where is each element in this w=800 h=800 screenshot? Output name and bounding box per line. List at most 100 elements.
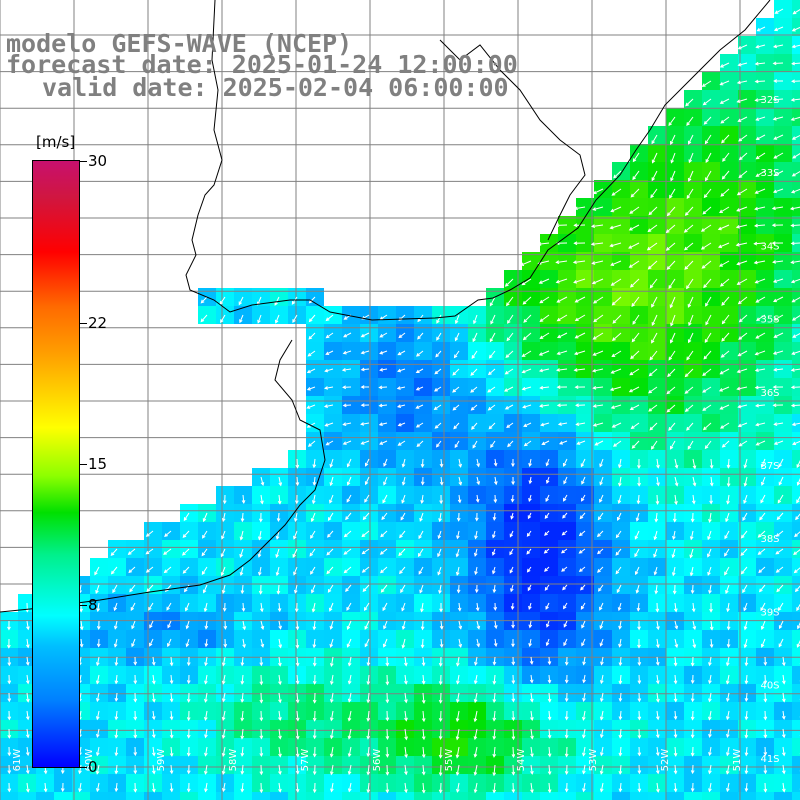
wind-arrow — [719, 386, 730, 392]
wind-arrow — [474, 764, 478, 775]
wind-arrow — [493, 710, 496, 721]
wind-arrow — [666, 242, 676, 251]
wind-arrow-head — [725, 770, 730, 775]
wind-arrow-head — [521, 369, 526, 374]
wind-arrow — [170, 674, 173, 684]
wind-arrow-head — [401, 463, 406, 468]
wind-arrow — [504, 386, 514, 392]
wind-arrow-head — [503, 388, 508, 392]
wind-arrow-head — [325, 351, 330, 355]
wind-arrow-head — [421, 680, 426, 685]
wind-arrow-head — [617, 464, 622, 469]
wind-arrow — [718, 242, 730, 248]
wind-arrow-head — [778, 643, 783, 648]
wind-arrow-head — [763, 734, 768, 739]
wind-arrow — [79, 782, 82, 792]
wind-arrow-head — [796, 481, 800, 486]
wind-arrow — [738, 422, 748, 427]
wind-arrow-head — [665, 247, 670, 251]
wind-arrow — [416, 350, 424, 357]
wind-arrow-head — [492, 680, 497, 685]
wind-arrow — [755, 62, 766, 65]
wind-arrow-head — [778, 463, 782, 468]
wind-arrow-head — [258, 518, 263, 523]
wind-arrow-head — [306, 405, 311, 409]
wind-arrow-head — [581, 642, 585, 647]
wind-arrow — [401, 494, 406, 503]
wind-arrow-head — [7, 734, 12, 739]
wind-arrow-head — [258, 571, 262, 576]
wind-arrow-head — [618, 698, 623, 703]
wind-arrow — [649, 368, 658, 377]
wind-arrow — [709, 746, 712, 756]
wind-arrow-head — [755, 44, 760, 49]
longitude-label: 53W — [588, 749, 599, 772]
wind-arrow-head — [474, 571, 478, 576]
wind-arrow-head — [25, 752, 30, 757]
wind-arrow — [111, 566, 118, 575]
wind-arrow-head — [637, 698, 642, 703]
wind-arrow — [238, 296, 244, 305]
wind-arrow-head — [719, 370, 724, 375]
wind-arrow — [654, 566, 658, 575]
wind-arrow-head — [563, 605, 567, 610]
wind-arrow — [170, 746, 173, 757]
wind-arrow — [383, 458, 388, 467]
wind-arrow — [347, 620, 352, 630]
wind-arrow — [756, 116, 766, 121]
wind-arrow-head — [736, 208, 741, 212]
wind-arrow-head — [383, 625, 387, 630]
wind-arrow — [562, 512, 568, 519]
wind-cell — [432, 792, 450, 800]
wind-arrow-head — [95, 589, 99, 595]
wind-arrow — [692, 638, 696, 648]
wind-arrow — [776, 566, 784, 573]
wind-arrow-head — [133, 752, 138, 757]
wind-arrow-head — [719, 100, 724, 104]
wind-arrow-head — [79, 643, 84, 648]
wind-arrow — [439, 512, 442, 522]
wind-arrow — [493, 764, 496, 776]
wind-arrow-head — [133, 788, 138, 793]
wind-arrow — [523, 422, 532, 427]
longitude-label: 55W — [444, 749, 455, 772]
wind-arrow — [656, 746, 659, 756]
wind-arrow — [383, 476, 388, 485]
wind-cell — [792, 36, 800, 54]
wind-arrow-head — [511, 789, 516, 794]
wind-arrow-head — [793, 569, 798, 574]
wind-arrow-head — [757, 551, 762, 555]
wind-arrow — [509, 548, 514, 555]
wind-arrow — [539, 350, 550, 356]
wind-arrow — [685, 368, 694, 377]
wind-arrow-head — [541, 441, 546, 445]
wind-arrow-head — [772, 385, 777, 389]
wind-arrow — [755, 332, 766, 339]
colorbar — [32, 160, 80, 768]
wind-arrow — [743, 494, 748, 504]
wind-arrow — [379, 332, 388, 338]
wind-cell — [180, 792, 198, 800]
wind-arrow — [556, 260, 568, 263]
wind-arrow-head — [366, 735, 371, 740]
wind-arrow — [737, 386, 748, 390]
wind-arrow-head — [455, 699, 460, 704]
wind-arrow-head — [278, 662, 282, 667]
wind-arrow-head — [791, 317, 796, 321]
wind-arrow — [456, 548, 460, 557]
wind-arrow — [343, 422, 352, 426]
wind-arrow — [540, 332, 550, 339]
wind-arrow-head — [547, 734, 552, 739]
wind-arrow-head — [293, 571, 297, 576]
wind-arrow-head — [637, 716, 642, 721]
latitude-label: 40S — [760, 681, 779, 692]
wind-arrow-head — [202, 534, 206, 539]
wind-arrow — [796, 459, 800, 468]
wind-arrow-head — [347, 788, 352, 793]
wind-arrow — [670, 152, 676, 163]
wind-arrow — [736, 224, 748, 228]
wind-arrow-head — [186, 770, 191, 775]
wind-arrow-head — [776, 516, 781, 521]
wind-arrow-head — [94, 571, 98, 576]
wind-arrow — [745, 710, 748, 720]
